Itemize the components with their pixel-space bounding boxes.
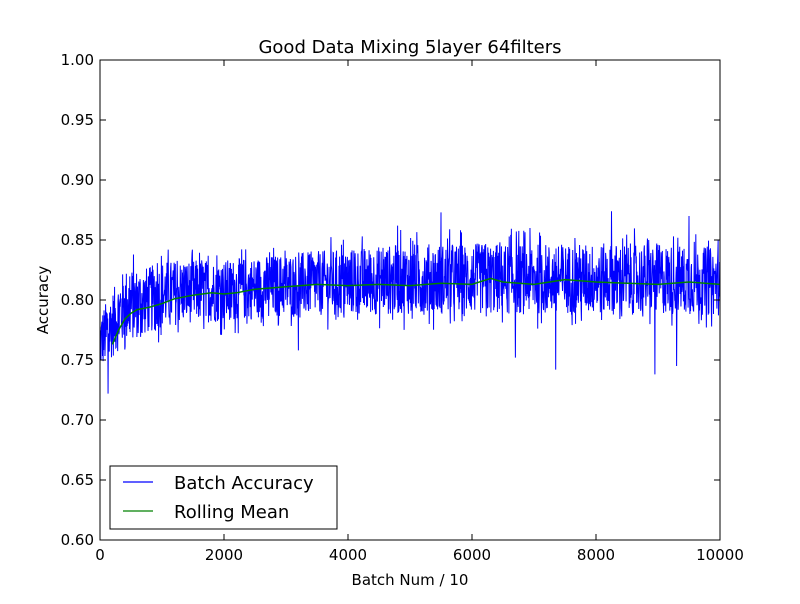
- y-tick-label: 0.80: [61, 291, 94, 309]
- legend-box: [109, 465, 338, 530]
- x-tick-label: 8000: [577, 546, 615, 564]
- y-tick-label: 0.90: [61, 171, 94, 189]
- y-axis-label: Accuracy: [34, 266, 52, 335]
- y-tick-label: 0.85: [61, 231, 94, 249]
- series-batch-accuracy-line: [100, 211, 720, 394]
- y-tick-label: 0.60: [61, 531, 94, 549]
- plot-area: [100, 211, 720, 394]
- legend-label-rolling-mean: Rolling Mean: [174, 502, 289, 523]
- x-tick-label: 0: [95, 546, 105, 564]
- y-tick-label: 0.70: [61, 411, 94, 429]
- x-tick-label: 2000: [205, 546, 243, 564]
- x-tick-label: 4000: [329, 546, 367, 564]
- series-rolling-mean-line: [111, 277, 720, 345]
- chart-title: Good Data Mixing 5layer 64filters: [258, 37, 561, 58]
- legend-label-batch-accuracy: Batch Accuracy: [174, 473, 314, 494]
- x-axis-label: Batch Num / 10: [352, 571, 469, 589]
- axis-ticks: 0 2000 4000 6000 8000 10000 0.60 0.65 0.70 0.75 0.…: [61, 51, 744, 564]
- y-tick-label: 0.65: [61, 471, 94, 489]
- legend: Batch Accuracy Rolling Mean: [109, 465, 338, 530]
- y-tick-label: 1.00: [61, 51, 94, 69]
- x-tick-label: 10000: [696, 546, 744, 564]
- y-tick-label: 0.75: [61, 351, 94, 369]
- y-tick-label: 0.95: [61, 111, 94, 129]
- x-tick-label: 6000: [453, 546, 491, 564]
